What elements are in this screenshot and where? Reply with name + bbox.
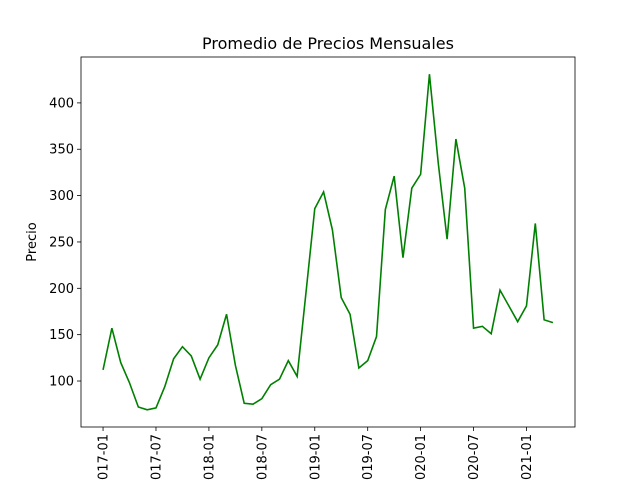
x-tick-label: 2018-01 [202,434,217,480]
y-axis-label: Precio [25,222,40,261]
y-tick-label: 200 [49,282,74,297]
y-tick-label: 400 [49,96,74,111]
x-tick-label: 2017-01 [97,434,112,480]
x-tick-label: 2020-01 [414,434,429,480]
x-tick-label: 2021-01 [520,434,535,480]
x-tick-label: 2020-07 [467,434,482,480]
x-tick-label: 2018-07 [255,434,270,480]
y-tick-label: 100 [49,375,74,390]
plot-frame [80,56,576,428]
y-tick-label: 350 [49,143,74,158]
y-tick-label: 150 [49,328,74,343]
y-tick-label: 250 [49,235,74,250]
y-tick-label: 300 [49,189,74,204]
x-tick-label: 2019-07 [361,434,376,480]
price-line [102,74,554,411]
x-tick-label: 2017-07 [149,434,164,480]
x-tick-label: 2019-01 [308,434,323,480]
chart-title: Promedio de Precios Mensuales [202,34,454,53]
